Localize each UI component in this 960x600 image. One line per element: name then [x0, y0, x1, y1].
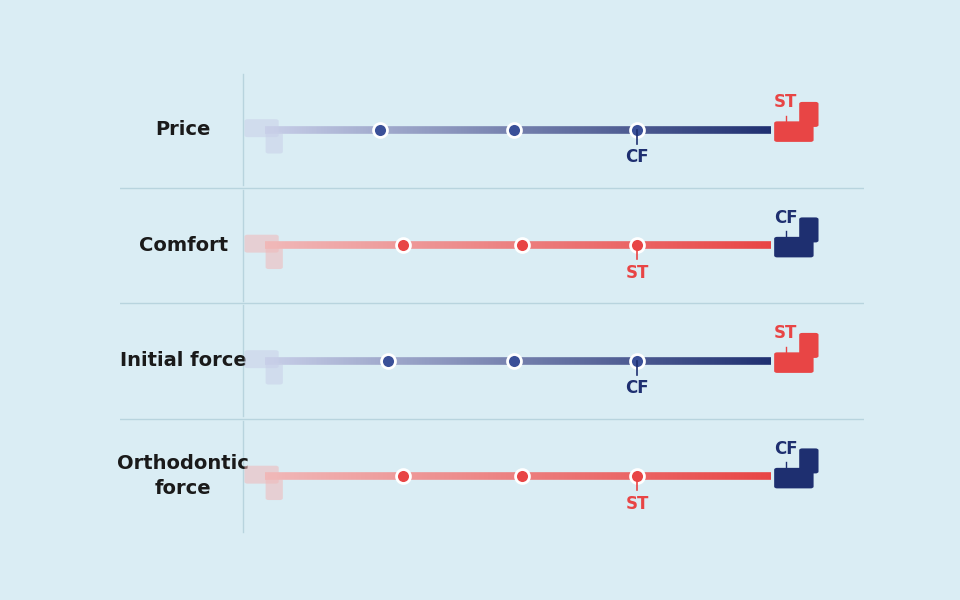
- FancyBboxPatch shape: [245, 466, 278, 484]
- FancyBboxPatch shape: [774, 237, 813, 257]
- FancyBboxPatch shape: [266, 247, 283, 269]
- Text: Price: Price: [156, 120, 211, 139]
- FancyBboxPatch shape: [245, 119, 278, 137]
- Text: CF: CF: [625, 148, 649, 166]
- Text: CF: CF: [774, 209, 798, 227]
- FancyBboxPatch shape: [800, 217, 819, 242]
- Text: ST: ST: [625, 264, 649, 282]
- Text: Comfort: Comfort: [138, 236, 228, 255]
- FancyBboxPatch shape: [266, 132, 283, 154]
- FancyBboxPatch shape: [800, 448, 819, 473]
- Text: ST: ST: [774, 324, 798, 342]
- Text: ST: ST: [625, 495, 649, 513]
- Text: ST: ST: [774, 93, 798, 111]
- FancyBboxPatch shape: [774, 352, 813, 373]
- FancyBboxPatch shape: [774, 468, 813, 488]
- FancyBboxPatch shape: [245, 235, 278, 253]
- FancyBboxPatch shape: [800, 333, 819, 358]
- FancyBboxPatch shape: [800, 102, 819, 127]
- FancyBboxPatch shape: [245, 350, 278, 368]
- FancyBboxPatch shape: [266, 478, 283, 500]
- Text: Initial force: Initial force: [120, 351, 247, 370]
- Text: CF: CF: [625, 379, 649, 397]
- FancyBboxPatch shape: [774, 121, 813, 142]
- FancyBboxPatch shape: [266, 363, 283, 385]
- Text: CF: CF: [774, 440, 798, 458]
- Text: Orthodontic
force: Orthodontic force: [117, 454, 250, 498]
